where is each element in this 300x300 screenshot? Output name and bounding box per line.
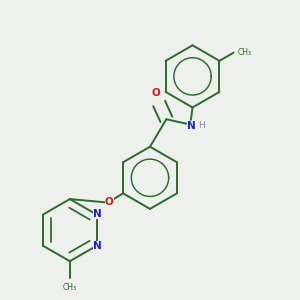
Text: H: H (198, 121, 205, 130)
Text: CH₃: CH₃ (63, 283, 77, 292)
Text: N: N (93, 209, 102, 219)
Text: O: O (105, 196, 114, 206)
Text: O: O (152, 88, 160, 98)
Text: CH₃: CH₃ (238, 47, 252, 56)
Text: N: N (93, 241, 102, 251)
Text: N: N (187, 121, 195, 131)
